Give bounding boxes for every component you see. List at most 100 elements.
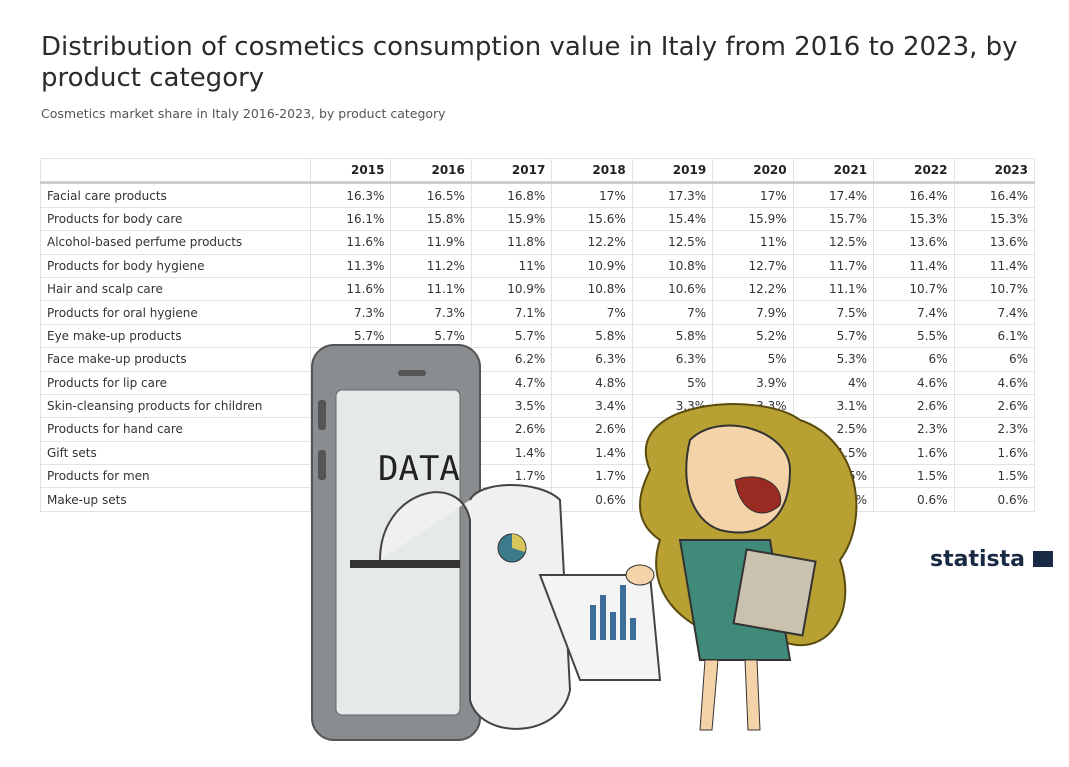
cell: 11.6% <box>309 276 392 302</box>
cell: 5% <box>631 370 714 395</box>
cell: 15.9% <box>470 206 553 232</box>
cell: 6% <box>873 347 955 372</box>
row-label: Face make-up products <box>40 347 311 372</box>
column-header: 2020 <box>712 157 794 185</box>
cell: 2.6% <box>953 393 1035 419</box>
cell: 5.3% <box>792 347 875 372</box>
table-row: Products for hand care2.6%2.6%2.5%2.5%2.… <box>40 417 1035 442</box>
table-row: Eye make-up products 5.7% 5.7% 5.7% 5.8% 5.8%… <box>40 323 1035 349</box>
corner <box>40 157 311 185</box>
cell: 1.7% <box>470 464 553 489</box>
cell: 16.5% <box>390 182 472 208</box>
cell: 10.9% <box>470 276 553 302</box>
row-label: Products for hand care <box>40 417 311 442</box>
cell: 6.3% <box>551 347 633 372</box>
row-label: Products for oral hygiene <box>40 300 311 325</box>
table-row: Alcohol-based perfume products 11.6% 11.9%… <box>40 230 1035 255</box>
cell: 11.1% <box>792 276 875 302</box>
row-label: Hair and scalp care <box>40 276 311 302</box>
row-label: Skin-cleansing products for children <box>40 393 311 419</box>
cell: 5.8% <box>551 323 633 349</box>
header-row: 2015 2016 2017 2018 2019 2020 2021 2022 2023 <box>40 157 1035 185</box>
cell: 15.3% <box>953 206 1035 232</box>
row-label: Products for lip care <box>40 370 311 395</box>
table-row: Facial care products 16.3% 16.5% 16.8% 17% 17… <box>40 182 1035 208</box>
row-label: Facial care products <box>40 182 311 208</box>
cell: 15.6% <box>551 206 633 232</box>
table-row: Products for body hygiene 11.3% 11.2% 11% 10… <box>40 253 1035 278</box>
brand-logo: statista <box>930 547 1053 572</box>
cell: 3.9% <box>712 370 794 395</box>
cell: 16.8% <box>470 182 553 208</box>
table-row: Products for oral hygiene 7.3% 7.3% 7.1% 7% 7… <box>40 300 1035 325</box>
cell: 11.7% <box>792 253 875 278</box>
cell: 4.7% <box>470 370 553 395</box>
cell: 2.3% <box>953 417 1035 442</box>
cell: 7.9% <box>712 300 794 325</box>
cell: 7.1% <box>470 300 553 325</box>
cell: 11.4% <box>953 253 1035 278</box>
cell: 6.2% <box>470 347 553 372</box>
cell: 10.6% <box>631 276 714 302</box>
cell: 12.7% <box>712 253 794 278</box>
cell: 2.3% <box>873 417 955 442</box>
paper-roll <box>379 484 662 730</box>
subtitle: Cosmetics market share in Italy 2016-202… <box>41 106 446 121</box>
cell: 11.1% <box>390 276 472 302</box>
row-label: Products for men <box>40 464 311 489</box>
cell: 5.7% <box>792 323 875 349</box>
cell: 1.7% <box>551 464 633 489</box>
cell: 5% <box>712 347 794 372</box>
row-label: Eye make-up products <box>40 323 311 349</box>
cell: 3.4% <box>551 393 633 419</box>
cell: 16.4% <box>953 182 1035 208</box>
cell: 7.4% <box>873 300 955 325</box>
table-row: Products for body care 16.1% 15.8% 15.9% 15.… <box>40 206 1035 232</box>
cell: 1.4% <box>470 440 553 466</box>
cell: 3.1% <box>792 393 875 419</box>
row-label: Make-up sets <box>40 487 311 512</box>
cell: 6% <box>953 347 1035 372</box>
table-row: Hair and scalp care 11.6% 11.1% 10.9% 10.8% 1… <box>40 276 1035 302</box>
cell: 7.3% <box>390 300 472 325</box>
cell: 5.7% <box>470 323 553 349</box>
cell: 10.9% <box>551 253 633 278</box>
cell: 10.8% <box>631 253 714 278</box>
cell: 10.7% <box>953 276 1035 302</box>
cell: 16.4% <box>873 182 955 208</box>
cell: 7% <box>631 300 714 325</box>
cell: 11.2% <box>390 253 472 278</box>
row-label: Alcohol-based perfume products <box>40 230 311 255</box>
cell: 7.4% <box>953 300 1035 325</box>
cell: 12.2% <box>712 276 794 302</box>
cell: 12.5% <box>792 230 875 255</box>
row-label: Products for body hygiene <box>40 253 311 278</box>
column-header: 2023 <box>953 157 1035 185</box>
cell: 6.3% <box>631 347 714 372</box>
cell: 11.4% <box>873 253 955 278</box>
cell: 12.2% <box>551 230 633 255</box>
cell: 15.3% <box>873 206 955 232</box>
table-body: Facial care products 16.3% 16.5% 16.8% 17% 17… <box>40 182 1035 512</box>
illustration-text: DATA <box>378 449 460 489</box>
cell: 1.5% <box>873 464 955 489</box>
cell: 7.5% <box>792 300 875 325</box>
cell: 0.6% <box>873 487 955 512</box>
cell: 0.6% <box>953 487 1035 512</box>
column-header: 2019 <box>631 157 714 185</box>
cell: 1.6% <box>953 440 1035 466</box>
woman <box>625 403 858 731</box>
cell: 4.6% <box>953 370 1035 395</box>
cell: 5.8% <box>631 323 714 349</box>
cell: 4% <box>792 370 875 395</box>
cell: 11% <box>470 253 553 278</box>
cell: 1.5% <box>953 464 1035 489</box>
cell: 2.6% <box>873 393 955 419</box>
cell: 13.6% <box>873 230 955 255</box>
cell: 1.6% <box>873 440 955 466</box>
table-row: Skin-cleansing products for children 3.5%… <box>40 393 1035 419</box>
cell: 15.4% <box>631 206 714 232</box>
cell: 6.1% <box>953 323 1035 349</box>
